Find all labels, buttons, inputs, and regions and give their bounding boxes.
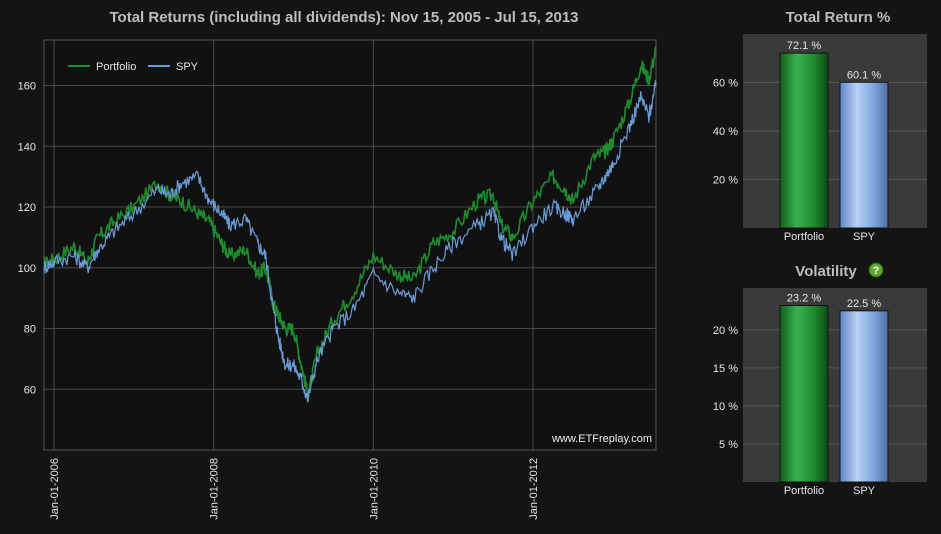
line-series-group [43,45,657,403]
line-grid [44,40,656,450]
line-plot-area [43,39,657,451]
legend-label-spy: SPY [176,61,199,73]
line-x-tick-label: Jan-01-2012 [528,458,540,520]
bar-y-tick-label: 5 % [719,439,738,451]
line-x-axis: Jan-01-2006 Jan-01-2008 Jan-01-2010 Jan-01-… [49,458,540,520]
line-series-spy [43,80,657,403]
line-y-tick-label: 140 [18,141,36,153]
help-icon-glyph: ? [873,265,880,277]
volatility-chart: Volatility ? 5 % 10 % 15 % 20 % 23.2 % Portfo… [713,262,927,497]
line-chart-title: Total Returns (including all dividends):… [109,9,578,26]
line-y-axis: 60 80 100 120 140 160 [18,81,36,397]
total-return-chart: Total Return % 20 % 40 % 60 % 72.1 % Portfol… [713,9,927,243]
volatility-plot-area [743,288,927,482]
bar-y-tick-label: 20 % [713,175,738,187]
bar-value-label: 23.2 % [787,292,821,304]
bar-category-label: SPY [853,485,876,497]
bar-y-tick-label: 60 % [713,78,738,90]
bar-value-label: 72.1 % [787,40,821,52]
bar-category-label: Portfolio [784,485,824,497]
line-y-tick-label: 100 [18,263,36,275]
help-icon[interactable]: ? [868,262,884,278]
line-x-tick-label: Jan-01-2008 [209,458,221,520]
bar-category-label: Portfolio [784,231,824,243]
line-legend[interactable]: Portfolio SPY [68,61,199,73]
bar-y-tick-label: 15 % [713,363,738,375]
bar-spy [839,310,889,483]
bar-value-label: 60.1 % [847,69,881,81]
line-x-tick-label: Jan-01-2010 [368,458,380,520]
bar-spy [839,81,889,229]
line-x-tick-label: Jan-01-2006 [49,458,61,520]
legend-label-portfolio: Portfolio [96,61,136,73]
line-chart: Total Returns (including all dividends):… [18,9,657,520]
total-return-title: Total Return % [786,9,891,26]
bar-value-label: 22.5 % [847,298,881,310]
total-return-bars: 20 % 40 % 60 % 72.1 % Portfolio 60.1 % SPY [713,40,927,243]
bar-y-tick-label: 10 % [713,401,738,413]
line-y-tick-label: 160 [18,81,36,93]
bar-y-tick-label: 20 % [713,325,738,337]
watermark-text: www.ETFreplay.com [551,433,652,445]
volatility-bars: 5 % 10 % 15 % 20 % 23.2 % Portfolio 22.5 % SPY [713,292,927,497]
line-y-tick-label: 80 [24,324,36,336]
line-y-tick-label: 120 [18,202,36,214]
bar-portfolio [779,52,829,229]
bar-category-label: SPY [853,231,876,243]
bar-portfolio [779,304,829,483]
bar-y-tick-label: 40 % [713,126,738,138]
line-y-tick-label: 60 [24,384,36,396]
volatility-title: Volatility [795,263,857,280]
